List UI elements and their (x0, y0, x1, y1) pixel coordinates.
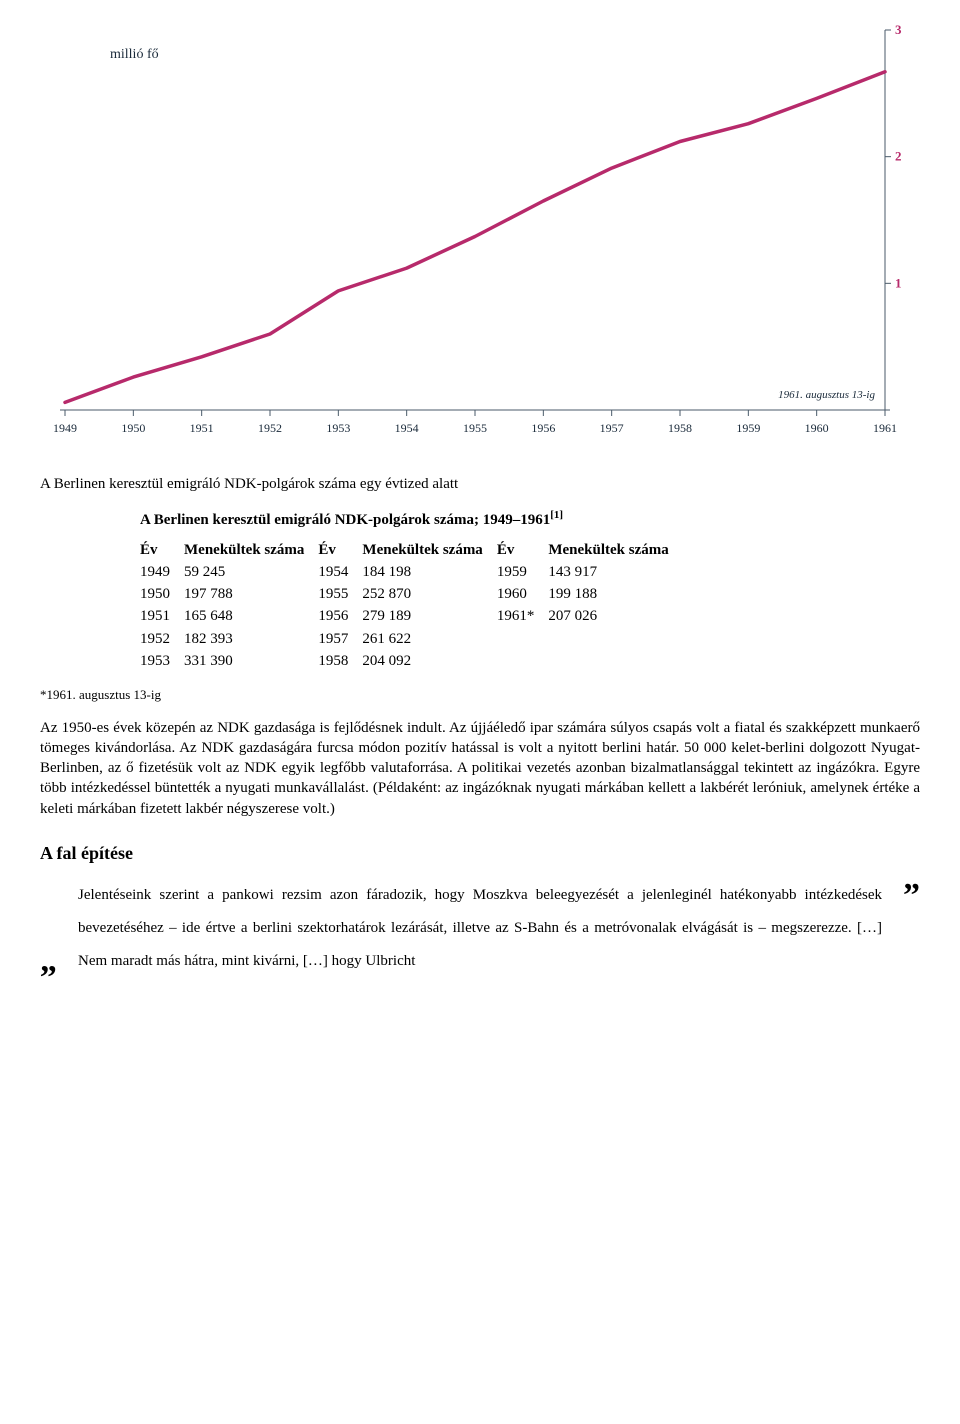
table-row: 1951165 6481956279 1891961*207 026 (140, 605, 683, 627)
table-cell: 59 245 (184, 561, 318, 583)
table-header: Menekültek száma (548, 539, 682, 561)
table-cell: 1949 (140, 561, 184, 583)
table-cell: 1957 (318, 628, 362, 650)
svg-text:1950: 1950 (121, 421, 145, 435)
table-cell (497, 650, 549, 672)
table-header: Menekültek száma (362, 539, 496, 561)
table-title-sup: [1] (550, 509, 563, 521)
chart-caption: A Berlinen keresztül emigráló NDK-polgár… (40, 474, 920, 494)
table-header: Menekültek száma (184, 539, 318, 561)
svg-text:1959: 1959 (736, 421, 760, 435)
quote-text: Jelentéseink szerint a pankowi rezsim az… (78, 879, 882, 978)
table-cell (497, 628, 549, 650)
table-row: 194959 2451954184 1981959143 917 (140, 561, 683, 583)
table-cell: 1956 (318, 605, 362, 627)
svg-text:1958: 1958 (668, 421, 692, 435)
quote-open-mark: „ (40, 944, 70, 978)
table-cell: 279 189 (362, 605, 496, 627)
table-header: Év (318, 539, 362, 561)
svg-text:1955: 1955 (463, 421, 487, 435)
table-cell (548, 628, 682, 650)
table-footnote: *1961. augusztus 13-ig (40, 686, 920, 704)
table-row: 1953331 3901958204 092 (140, 650, 683, 672)
body-paragraph: Az 1950-es évek közepén az NDK gazdasága… (40, 718, 920, 819)
table-title-text: A Berlinen keresztül emigráló NDK-polgár… (140, 512, 550, 528)
table-cell: 1961* (497, 605, 549, 627)
table-cell: 1955 (318, 583, 362, 605)
data-table: ÉvMenekültek számaÉvMenekültek számaÉvMe… (140, 539, 683, 673)
table-cell: 1959 (497, 561, 549, 583)
table-row: 1952182 3931957261 622 (140, 628, 683, 650)
svg-text:1956: 1956 (531, 421, 555, 435)
table-cell: 182 393 (184, 628, 318, 650)
table-cell: 207 026 (548, 605, 682, 627)
svg-text:1953: 1953 (326, 421, 350, 435)
table-cell: 252 870 (362, 583, 496, 605)
table-cell: 143 917 (548, 561, 682, 583)
line-chart: 1949 1950 1951 1952 1953 1954 1955 1956 1957 1958… (40, 20, 920, 450)
chart-svg: 1949 1950 1951 1952 1953 1954 1955 1956 1957 1958… (40, 20, 920, 450)
svg-text:1949: 1949 (53, 421, 77, 435)
table-cell: 199 188 (548, 583, 682, 605)
svg-text:1961: 1961 (873, 421, 897, 435)
svg-text:1957: 1957 (600, 421, 624, 435)
table-cell: 1952 (140, 628, 184, 650)
table-cell: 1951 (140, 605, 184, 627)
quote-block: „ Jelentéseink szerint a pankowi rezsim … (40, 879, 920, 978)
svg-text:3: 3 (895, 22, 902, 37)
svg-text:2: 2 (895, 149, 902, 164)
table-cell: 1954 (318, 561, 362, 583)
svg-text:1954: 1954 (395, 421, 419, 435)
table-cell: 261 622 (362, 628, 496, 650)
table-cell: 197 788 (184, 583, 318, 605)
table-cell (548, 650, 682, 672)
svg-text:1: 1 (895, 275, 902, 290)
svg-text:1960: 1960 (805, 421, 829, 435)
table-cell: 1953 (140, 650, 184, 672)
table-cell: 1950 (140, 583, 184, 605)
table-header: Év (140, 539, 184, 561)
table-header: Év (497, 539, 549, 561)
table-title: A Berlinen keresztül emigráló NDK-polgár… (40, 508, 920, 530)
table-row: 1950197 7881955252 8701960199 188 (140, 583, 683, 605)
table-cell: 331 390 (184, 650, 318, 672)
table-cell: 204 092 (362, 650, 496, 672)
quote-close-mark: ” (890, 879, 920, 913)
svg-text:1951: 1951 (190, 421, 214, 435)
svg-text:1961. augusztus 13-ig: 1961. augusztus 13-ig (778, 389, 875, 401)
table-cell: 1958 (318, 650, 362, 672)
svg-text:1952: 1952 (258, 421, 282, 435)
table-cell: 1960 (497, 583, 549, 605)
section-heading: A fal építése (40, 841, 920, 865)
svg-text:millió fő: millió fő (110, 47, 159, 62)
table-cell: 165 648 (184, 605, 318, 627)
table-cell: 184 198 (362, 561, 496, 583)
